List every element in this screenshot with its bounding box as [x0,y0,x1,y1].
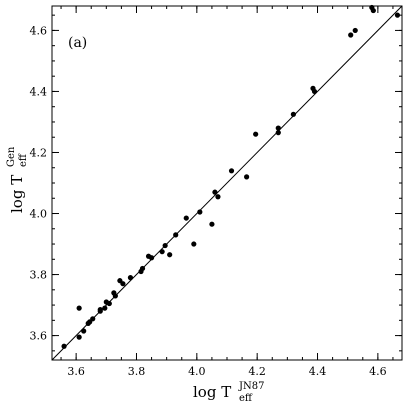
data-point [253,131,259,137]
data-point [162,242,168,249]
data-point [352,27,358,34]
data-point [348,32,354,38]
x-tick-label: 4.6 [369,365,387,378]
x-axis-label: log T JN87 eff [193,381,264,404]
data-point [244,174,250,180]
data-point [311,88,318,95]
y-tick-label: 4.4 [30,85,48,98]
data-point [102,305,108,311]
data-point [212,189,218,195]
data-point [81,328,87,334]
data-point [191,241,197,247]
x-tick-label: 3.6 [67,365,85,378]
x-axis-label-sub: eff [239,393,253,404]
data-point [61,343,67,349]
x-tick-label: 4.2 [248,365,266,378]
y-tick-label: 3.6 [30,330,48,343]
y-tick-label: 3.8 [30,269,48,282]
data-point [394,12,401,18]
data-point [112,293,118,299]
identity-reference-line [51,5,403,361]
y-tick-labels: 3.6 3.8 4.0 4.2 4.4 4.6 [30,24,48,342]
data-point [90,316,96,322]
data-point [275,130,281,136]
x-axis-label-base: log T [193,383,231,401]
data-point [370,7,376,14]
data-point [290,111,296,117]
y-axis-label-sub: eff [18,153,29,167]
y-tick-label: 4.6 [30,24,48,37]
data-point [215,194,221,200]
y-axis-label-base: log T [8,175,26,213]
data-points [61,4,401,349]
data-point [275,125,281,131]
data-point [120,281,126,287]
data-point [173,232,179,238]
data-point [127,275,134,281]
data-point [183,215,189,221]
data-point [76,305,82,311]
data-point [209,221,215,227]
data-point [97,308,103,314]
y-axis-label-sup: Gen [6,146,17,167]
data-point [76,334,82,340]
x-tick-labels: 3.6 3.8 4.0 4.2 4.4 4.6 [67,365,386,378]
data-point [197,209,203,215]
data-point [139,265,146,272]
x-tick-label: 3.8 [128,365,146,378]
data-point [228,168,235,174]
x-tick-label: 4.4 [309,365,327,378]
y-axis-label: log T Gen eff [6,146,29,213]
x-tick-label: 4.0 [188,365,206,378]
data-point [106,300,112,307]
y-tick-label: 4.2 [30,146,48,159]
data-point [148,255,155,261]
panel-label: (a) [68,35,87,51]
y-tick-label: 4.0 [30,208,48,221]
data-point [159,249,165,255]
major-ticks [52,6,402,360]
x-axis-label-sup: JN87 [238,381,264,392]
data-point [167,252,173,258]
